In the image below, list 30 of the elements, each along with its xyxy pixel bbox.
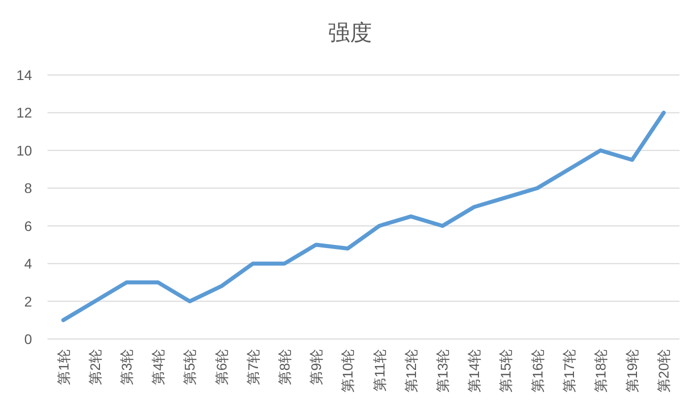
y-tick-label: 4 xyxy=(24,256,32,272)
x-tick-label: 第5轮 xyxy=(182,349,198,385)
chart-title: 强度 xyxy=(328,20,372,45)
x-tick-label: 第15轮 xyxy=(498,349,514,393)
x-tick-label: 第13轮 xyxy=(434,349,450,393)
x-tick-label: 第4轮 xyxy=(150,349,166,385)
x-tick-label: 第12轮 xyxy=(402,349,419,393)
x-tick-label: 第2轮 xyxy=(86,349,103,385)
y-tick-label: 14 xyxy=(16,67,32,83)
x-tick-label: 第10轮 xyxy=(340,349,356,393)
line-series xyxy=(61,110,666,322)
x-tick-label: 第7轮 xyxy=(244,349,261,385)
x-tick-label: 第1轮 xyxy=(55,349,72,385)
x-tick-label: 第18轮 xyxy=(592,349,608,393)
y-tick-label: 12 xyxy=(16,104,32,121)
x-tick-label: 第6轮 xyxy=(213,349,230,385)
x-tick-label: 第3轮 xyxy=(118,349,134,385)
x-tick-label: 第17轮 xyxy=(560,349,577,393)
x-tick-label: 第16轮 xyxy=(529,349,546,393)
x-tick-label: 第20轮 xyxy=(656,349,672,393)
x-tick-label: 第9轮 xyxy=(308,349,324,385)
x-tick-label: 第8轮 xyxy=(276,349,292,385)
y-tick-label: 10 xyxy=(16,142,32,158)
x-tick-label: 第14轮 xyxy=(466,349,482,393)
y-tick-label: 2 xyxy=(24,293,32,310)
y-tick-label: 8 xyxy=(24,180,32,196)
x-tick-label: 第11轮 xyxy=(371,349,388,392)
x-tick-label: 第19轮 xyxy=(624,349,640,393)
y-tick-label: 6 xyxy=(24,218,32,234)
y-tick-label: 0 xyxy=(24,331,32,347)
